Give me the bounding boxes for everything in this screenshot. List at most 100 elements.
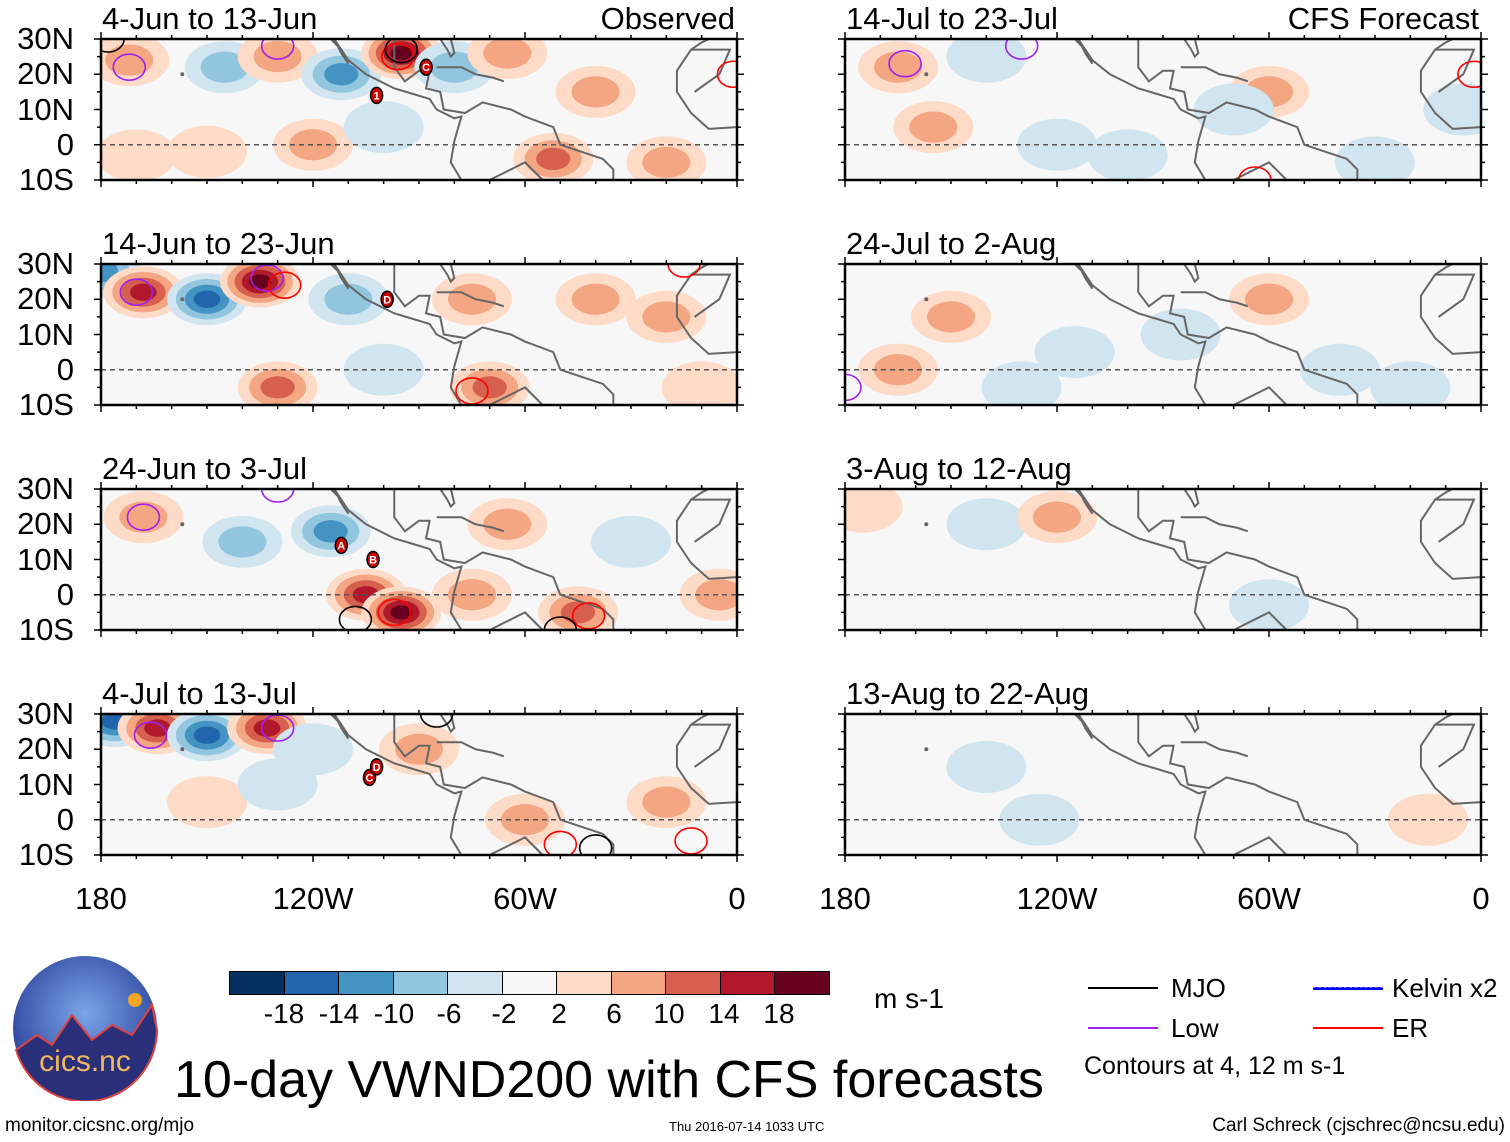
colorbar-swatch	[666, 972, 721, 994]
panel-tag: Observed	[600, 1, 735, 36]
hawaii-islands	[180, 522, 185, 527]
colorbar-tick-label: -10	[373, 998, 415, 1029]
contour-low	[845, 373, 862, 402]
map-panel	[838, 707, 1488, 862]
source-url[interactable]: monitor.cicsnc.org/mjo	[5, 1115, 195, 1136]
author-credit: Carl Schreck (cjschrec@ncsu.edu)	[1212, 1115, 1505, 1136]
panel-title: 3-Aug to 12-Aug	[846, 451, 1072, 486]
map-panel: CD	[94, 707, 744, 862]
panel-tag: CFS Forecast	[1287, 1, 1479, 36]
coastline	[489, 836, 544, 855]
legend-kelvin-line	[1313, 987, 1383, 990]
contour-er	[716, 60, 737, 89]
anomaly-shading	[591, 515, 671, 568]
hawaii-islands	[924, 747, 929, 752]
anomaly-shading	[1033, 501, 1081, 533]
anomaly-shading	[874, 51, 922, 83]
colorbar-tick-label: 18	[763, 998, 795, 1029]
contour-low	[260, 39, 295, 60]
coastline	[1076, 264, 1207, 405]
anomaly-shading	[101, 129, 177, 180]
coastline	[332, 489, 463, 630]
anomaly-shading	[144, 719, 171, 737]
svg-text:D: D	[383, 294, 391, 306]
anomaly-shading	[571, 283, 620, 315]
contour-er	[667, 264, 701, 278]
panel-title: 4-Jun to 13-Jun	[102, 1, 318, 36]
figure-title: 10-day VWND200 with CFS forecasts	[174, 1051, 1044, 1109]
coastline	[332, 714, 463, 855]
lon-tick-label: 0	[1472, 881, 1490, 916]
coastline	[1183, 39, 1200, 59]
anomaly-shading	[642, 301, 691, 333]
coastline	[1137, 489, 1359, 630]
coastline	[439, 264, 456, 284]
coastline	[1419, 714, 1481, 805]
colorbar-swatch	[611, 972, 666, 994]
cics-logo: cics.nc	[13, 956, 158, 1101]
coastline	[1435, 498, 1476, 543]
anomaly-shading	[1388, 793, 1468, 846]
contour-mjo	[578, 834, 613, 855]
panel-title: 4-Jul to 13-Jul	[102, 676, 297, 711]
coastline	[1183, 489, 1200, 509]
coastline	[436, 291, 505, 308]
colorbar-swatch	[557, 972, 612, 994]
anomaly-shading	[167, 125, 247, 178]
coastline	[329, 264, 350, 290]
colorbar-swatch	[230, 972, 285, 994]
units-label: m s-1	[874, 983, 944, 1014]
contour-low	[119, 278, 154, 307]
coastline	[1073, 714, 1094, 740]
legend-mjo-label: MJO	[1171, 973, 1226, 1003]
anomaly-shading	[1299, 343, 1380, 396]
anomaly-shading	[253, 719, 281, 737]
lat-tick-label: 30N	[17, 21, 74, 56]
anomaly-shading	[1245, 283, 1293, 315]
coastline	[393, 39, 615, 180]
colorbar-swatch	[720, 972, 775, 994]
map-panel: AB	[94, 482, 744, 637]
contour-mjo	[384, 39, 419, 64]
storm-marker: C	[419, 58, 433, 76]
anomaly-shading	[560, 601, 596, 624]
contour-low	[1004, 39, 1039, 60]
colorbar-swatch	[775, 972, 829, 994]
coastline	[1076, 39, 1207, 180]
anomaly-shading	[981, 361, 1062, 405]
coastline	[675, 489, 737, 580]
lat-tick-label: 0	[56, 576, 74, 612]
colorbar-tick-label: -6	[436, 998, 462, 1029]
lat-tick-label: 30N	[17, 246, 74, 281]
contour-er	[1238, 166, 1272, 180]
anomaly-shading	[642, 146, 691, 178]
anomaly-shading	[1087, 129, 1168, 180]
anomaly-shading	[448, 283, 496, 315]
colorbar-swatch	[448, 972, 503, 994]
hawaii-islands	[924, 522, 929, 527]
storm-marker: B	[366, 550, 380, 569]
anomaly-shading	[1370, 361, 1451, 405]
coastline	[691, 48, 732, 93]
colorbar-tick-label: 14	[708, 998, 740, 1029]
coastline	[1180, 741, 1249, 758]
anomaly-shading	[218, 526, 267, 558]
coastline	[436, 516, 505, 533]
anomaly-shading	[536, 147, 571, 170]
anomaly-shading	[390, 46, 413, 61]
colorbar-tick-label: 10	[653, 998, 685, 1029]
map-panel: D	[94, 257, 744, 412]
lon-tick-label: 0	[728, 881, 746, 916]
hawaii-islands	[180, 297, 185, 302]
anomaly-shading	[946, 740, 1027, 793]
anomaly-shading	[483, 39, 532, 69]
contour-mjo	[419, 714, 454, 728]
lat-tick-label: 20N	[17, 731, 74, 767]
anomaly-shading	[927, 301, 975, 333]
coastline	[1419, 489, 1481, 580]
svg-text:D: D	[373, 762, 381, 774]
contour-er	[1457, 60, 1481, 89]
colorbar-tick-label: -18	[263, 998, 305, 1029]
lat-tick-label: 10N	[17, 316, 74, 352]
contour-low	[126, 503, 161, 532]
